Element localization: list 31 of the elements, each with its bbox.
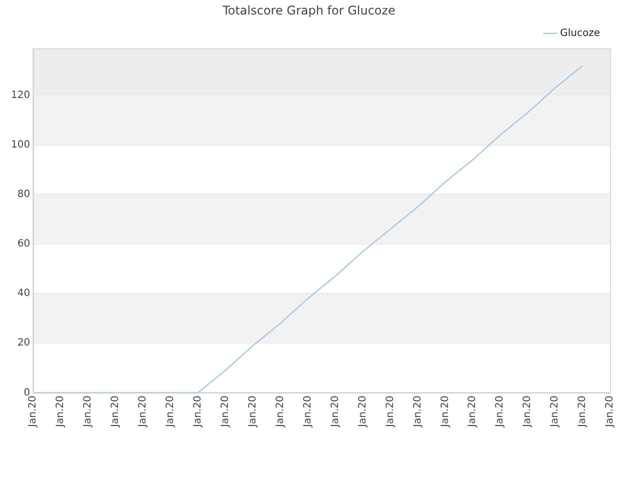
- x-tick-label: Jan.20: [110, 396, 122, 428]
- x-tick-label: Jan.20: [302, 396, 314, 428]
- chart-title: Totalscore Graph for Glucoze: [222, 3, 396, 18]
- x-tick-label: Jan.20: [330, 396, 341, 428]
- x-tick-label: Jan.20: [28, 396, 39, 428]
- x-tick-label: Jan.20: [274, 396, 286, 428]
- x-tick-label: Jan.20: [467, 396, 478, 428]
- y-tick-label: 80: [17, 189, 30, 200]
- x-tick-label: Jan.20: [192, 396, 204, 428]
- x-tick-label: Jan.20: [220, 396, 231, 428]
- x-tick-label: Jan.20: [522, 396, 534, 428]
- legend-label: Glucoze: [560, 28, 600, 39]
- x-tick-label: Jan.20: [82, 396, 94, 428]
- x-tick-label: Jan.20: [138, 396, 149, 428]
- x-tick-label: Jan.20: [494, 396, 506, 428]
- x-tick-label: Jan.20: [577, 396, 588, 428]
- x-tick-label: Jan.20: [165, 396, 176, 428]
- x-tick-label: Jan.20: [412, 396, 424, 428]
- x-tick-label: Jan.20: [55, 396, 66, 428]
- x-tick-label: Jan.20: [440, 396, 451, 428]
- x-tick-label: Jan.20: [247, 396, 258, 428]
- y-tick-label: 100: [10, 140, 30, 151]
- y-tick-label: 120: [10, 90, 30, 102]
- x-tick-label: Jan.20: [550, 396, 561, 428]
- x-tick-label: Jan.20: [357, 396, 368, 428]
- y-tick-label: 0: [24, 387, 30, 398]
- y-tick-label: 40: [17, 288, 30, 300]
- y-tick-label: 60: [17, 238, 30, 250]
- x-tick-label: Jan.20: [604, 396, 616, 428]
- y-tick-label: 20: [17, 338, 30, 349]
- x-tick-label: Jan.20: [384, 396, 396, 428]
